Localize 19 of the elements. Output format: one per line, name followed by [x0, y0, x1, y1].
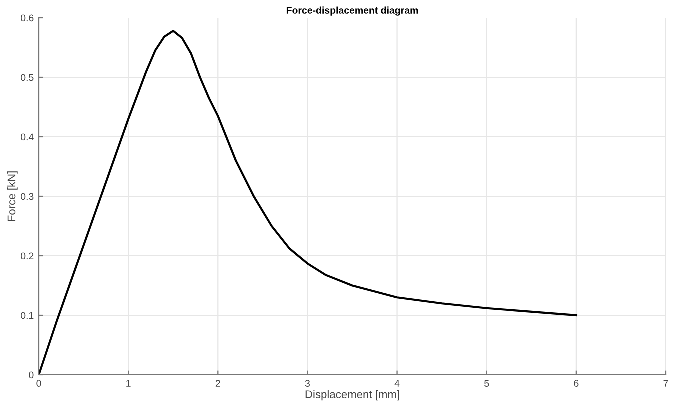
x-tick-label: 4 [394, 380, 400, 387]
x-tick-label: 7 [664, 380, 668, 387]
x-tick-label: 0 [36, 380, 42, 387]
y-axis-title: Force [kN] [7, 172, 18, 222]
y-tick-label: 0.6 [21, 14, 34, 22]
y-tick-label: 0.2 [21, 252, 34, 260]
y-tick-label: 0.1 [21, 312, 34, 320]
y-tick-label: 0.3 [21, 193, 34, 200]
y-tick-label: 0.4 [21, 134, 34, 141]
x-tick-label: 1 [126, 380, 131, 387]
x-axis-title: Displacement [mm] [306, 390, 400, 401]
line-series [39, 30, 578, 375]
x-tick-label: 5 [484, 380, 490, 387]
x-tick-label: 6 [574, 380, 579, 387]
x-tick-label: 2 [216, 380, 220, 387]
chart-title: Force-displacement diagram [286, 6, 418, 16]
y-tick-label: 0 [29, 372, 34, 379]
x-tick-label: 3 [305, 380, 310, 387]
y-tick-label: 0.5 [21, 74, 34, 82]
